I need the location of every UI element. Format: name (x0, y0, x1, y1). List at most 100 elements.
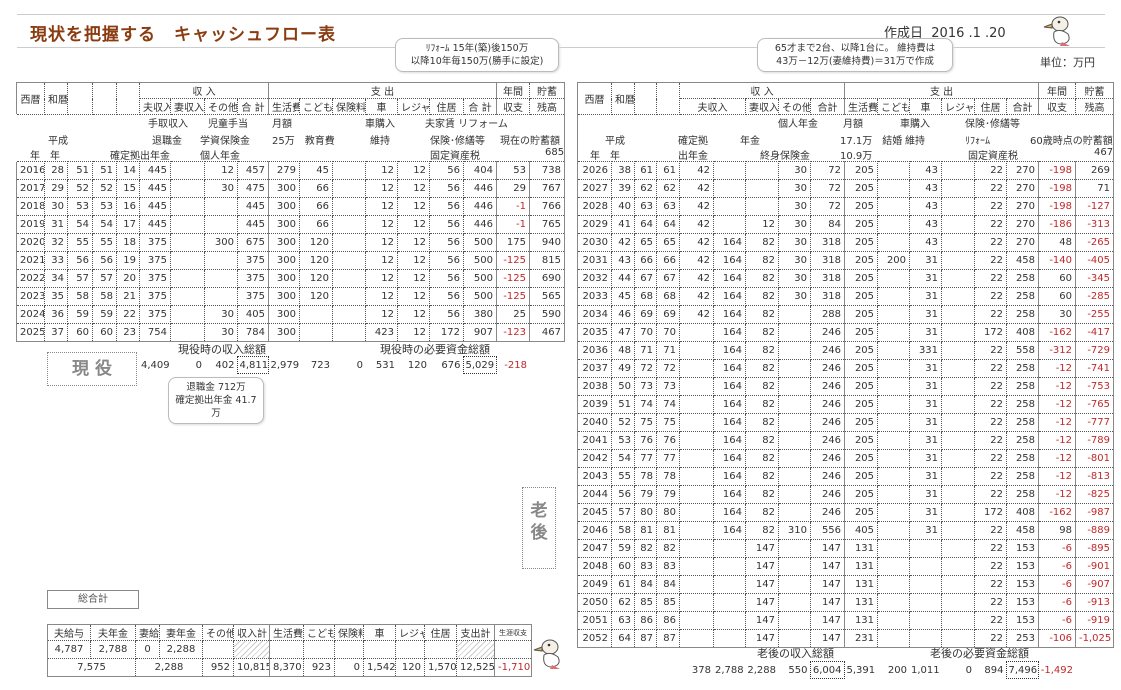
col-header: こども (299, 98, 333, 115)
table-cell: 164 (713, 269, 746, 288)
empty-cell (303, 640, 335, 659)
table-cell (941, 251, 976, 270)
table-cell: 2,288 (135, 658, 203, 677)
table-cell: 33 (44, 251, 68, 270)
table-cell (941, 269, 976, 288)
table-cell: 82 (745, 431, 779, 450)
table-cell (679, 359, 714, 378)
summary-value: 676 (441, 359, 461, 371)
table-cell: 66 (299, 197, 333, 216)
table-cell: 42 (679, 161, 714, 180)
table-cell (877, 629, 911, 648)
table-cell: 69 (656, 305, 680, 324)
table-cell: 246 (809, 413, 846, 432)
table-cell (745, 197, 779, 216)
table-cell: 258 (1006, 413, 1040, 432)
column-note: 出年金 (678, 151, 708, 162)
table-cell: 12 (397, 287, 430, 306)
table-cell: 75 (634, 413, 657, 432)
table-cell: 31 (909, 467, 943, 486)
summary-value: -1,492 (1040, 664, 1073, 676)
table-cell: 164 (713, 431, 746, 450)
table-cell: 205 (844, 413, 879, 432)
table-cell: 205 (844, 341, 879, 360)
table-cell (941, 431, 976, 450)
table-cell: 31 (909, 395, 943, 414)
table-cell: 2018 (16, 197, 45, 216)
table-cell (679, 611, 714, 630)
table-row: 2024 36 59 59 22 375 30 405 300 12 12 56 380 25 590 (16, 305, 565, 324)
grand-total-button[interactable]: 総合計 (47, 590, 139, 609)
table-cell: 205 (844, 359, 879, 378)
col-header: レジャー (941, 98, 976, 115)
table-cell: 765 (529, 215, 565, 234)
table-cell: 59 (611, 539, 635, 558)
table-cell: 253 (1006, 629, 1040, 648)
retired-expense-total-label: 老後の必要資金総額 (930, 647, 1029, 660)
summary-value: 2,788 (715, 664, 744, 676)
callout-car: 65才まで2台、以降1台に。 維持費は 43万－12万(妻維持費)＝31万で作成 (757, 38, 953, 72)
table-cell: 164 (713, 305, 746, 324)
column-note: 年 年 (30, 151, 60, 162)
table-cell (941, 521, 976, 540)
table-cell (170, 251, 205, 270)
table-cell (170, 233, 205, 252)
table-cell: 66 (299, 179, 333, 198)
table-cell (941, 305, 976, 324)
table-cell: 42 (679, 233, 714, 252)
table-cell: 72 (809, 179, 846, 198)
col-header: 妻給与 (135, 624, 160, 641)
table-row: 2040 52 75 75 164 82 246 205 31 22 258 -12 -777 (577, 413, 1115, 432)
table-cell: 82 (745, 323, 779, 342)
table-cell (877, 575, 911, 594)
table-cell: 205 (844, 467, 879, 486)
empty-cell (202, 640, 234, 659)
table-cell: 54 (611, 449, 635, 468)
col-header: 残高 (1075, 98, 1115, 115)
table-cell: -125 (496, 287, 530, 306)
table-cell: 31 (909, 413, 943, 432)
summary-value: 5,391 (846, 664, 876, 676)
table-cell: 52 (92, 179, 117, 198)
table-cell: 205 (844, 197, 879, 216)
table-cell: 1,542 (363, 658, 396, 677)
table-cell: 2049 (577, 575, 612, 594)
table-cell: -987 (1075, 503, 1115, 522)
column-note: 467 (1094, 147, 1114, 158)
table-row: 2022 34 57 57 20 375 375 300 120 12 12 56 500 -125 690 (16, 269, 565, 288)
table-row: 2047 59 82 82 147 147 131 22 153 -6 -895 (577, 539, 1115, 558)
table-cell: 84 (634, 575, 657, 594)
table-cell: 766 (529, 197, 565, 216)
table-cell: 815 (529, 251, 565, 270)
mascot-icon (1043, 16, 1070, 46)
col-header: 貯蓄 (529, 82, 565, 99)
table-cell: 58 (611, 521, 635, 540)
table-cell: 2033 (577, 287, 612, 306)
empty-cell (424, 640, 457, 659)
table-cell: 30 (778, 269, 811, 288)
table-cell: 30 (778, 215, 811, 234)
table-cell: 258 (1006, 287, 1040, 306)
table-cell: 63 (656, 197, 680, 216)
table-cell: 64 (611, 629, 635, 648)
table-cell: 53 (92, 197, 117, 216)
grand-total-table: 夫給与夫年金妻給与妻年金その他収入計生活費こども保険料車レジャー住居支出計生涯収… (47, 624, 532, 677)
table-cell: 318 (809, 287, 846, 306)
table-cell: 79 (634, 485, 657, 504)
table-cell: 120 (299, 233, 333, 252)
table-cell: 77 (634, 449, 657, 468)
table-cell: 270 (1006, 179, 1040, 198)
income-group-header: 収 入 (678, 82, 846, 99)
table-cell: 300 (268, 323, 300, 342)
table-cell: 47 (611, 323, 635, 342)
summary-value: 4,409 (141, 359, 170, 371)
table-cell: 51 (67, 161, 93, 180)
col-header: 妻年金 (159, 624, 203, 641)
income-group-header: 収 入 (139, 82, 269, 99)
table-cell (909, 539, 943, 558)
table-cell: 31 (909, 503, 943, 522)
table-cell: 14 (116, 161, 140, 180)
table-cell (941, 287, 976, 306)
table-cell: -125 (496, 269, 530, 288)
col-header: 住居 (974, 98, 1008, 115)
